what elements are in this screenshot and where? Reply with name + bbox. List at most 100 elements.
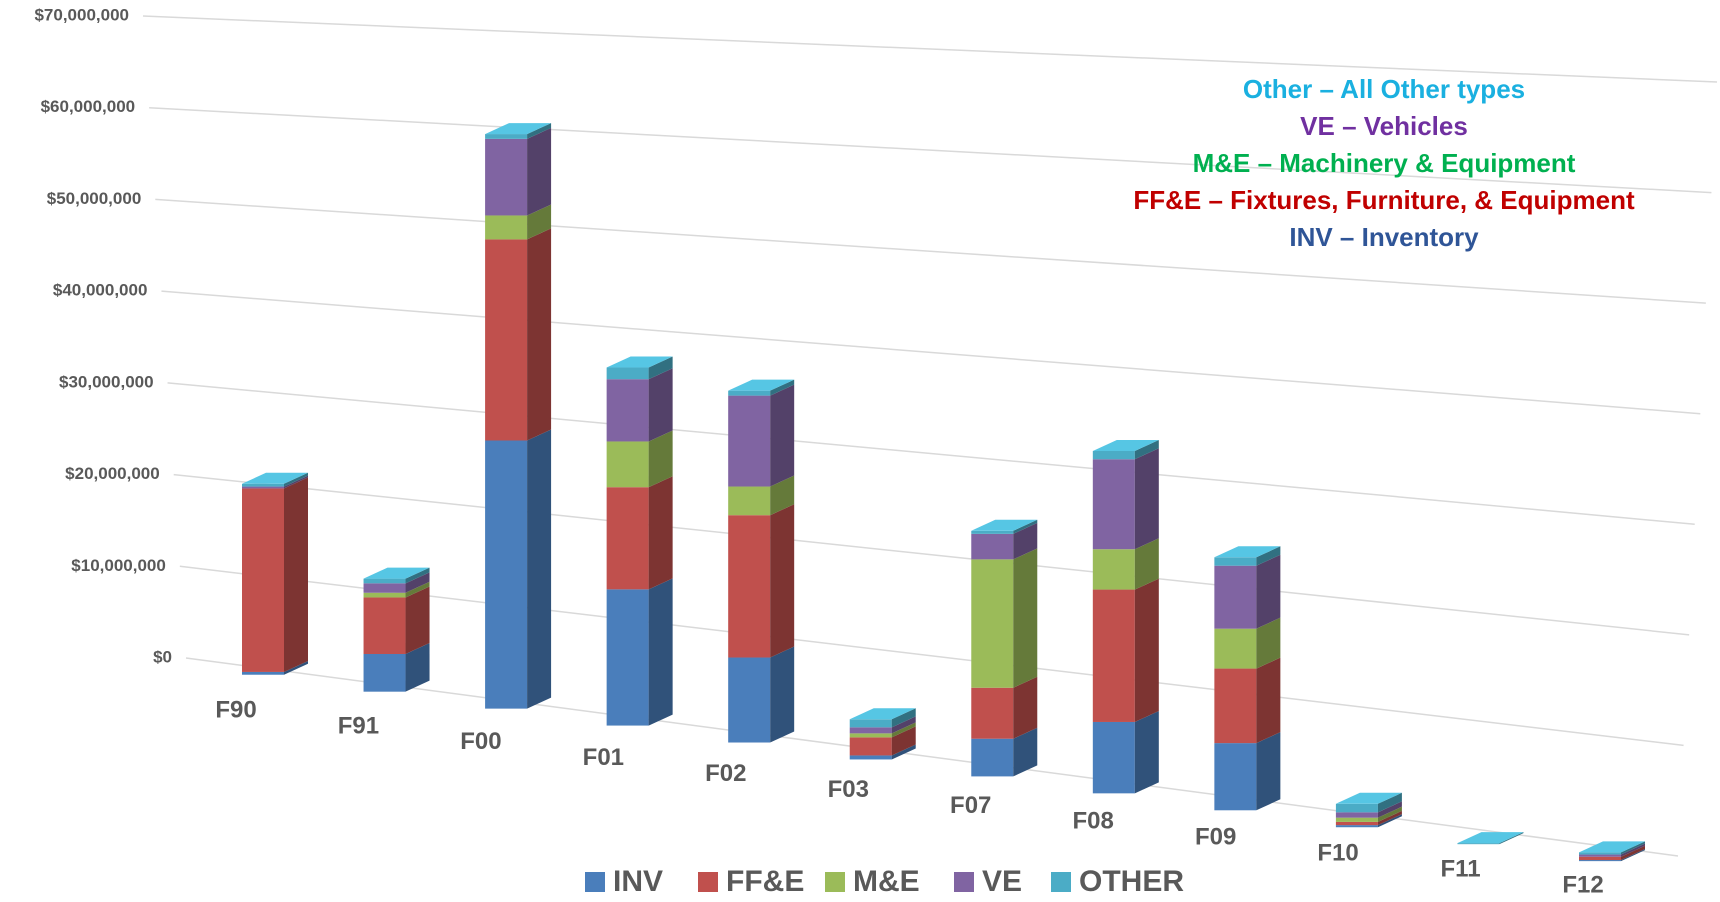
bar-segment bbox=[971, 522, 1038, 560]
bar bbox=[971, 530, 1014, 534]
bar bbox=[606, 379, 649, 442]
grid-line bbox=[185, 657, 1679, 857]
bar-side bbox=[1499, 832, 1524, 845]
annotation: Other – All Other types bbox=[1243, 74, 1525, 104]
bar-segment bbox=[485, 429, 552, 709]
legend-swatch bbox=[698, 872, 718, 892]
bar-top bbox=[1579, 841, 1645, 853]
bar bbox=[485, 134, 528, 139]
bar-top bbox=[485, 123, 552, 135]
annotation: VE – Vehicles bbox=[1300, 111, 1468, 141]
bar-segment bbox=[1579, 843, 1645, 857]
legend-swatch bbox=[954, 872, 974, 892]
bar-segment bbox=[1579, 845, 1645, 861]
bar-segment bbox=[1335, 814, 1402, 828]
y-tick-label: $0 bbox=[153, 647, 172, 666]
bar-side bbox=[1377, 792, 1402, 813]
bar-segment bbox=[849, 726, 916, 756]
bar bbox=[1092, 589, 1135, 722]
bar-segment bbox=[363, 586, 430, 654]
bar-segment bbox=[242, 475, 308, 489]
bar-side bbox=[1256, 657, 1281, 744]
bar-side bbox=[405, 642, 430, 692]
bar-side bbox=[1377, 806, 1402, 822]
bar bbox=[1579, 852, 1621, 855]
bar-segment bbox=[485, 228, 552, 441]
bar bbox=[485, 239, 528, 441]
bar-side bbox=[1621, 845, 1645, 861]
bar bbox=[1335, 812, 1378, 818]
bar-segment bbox=[1092, 710, 1159, 794]
bar bbox=[728, 657, 771, 743]
annotation: M&E – Machinery & Equipment bbox=[1193, 148, 1576, 178]
bar bbox=[1335, 817, 1378, 822]
bar bbox=[971, 559, 1014, 688]
bar-segment bbox=[1092, 439, 1159, 460]
bar bbox=[849, 733, 892, 738]
bar-side bbox=[770, 504, 795, 658]
legend-swatch bbox=[1051, 872, 1071, 892]
bar-side bbox=[1134, 710, 1159, 794]
bar-segment bbox=[606, 578, 673, 726]
y-tick-label: $30,000,000 bbox=[59, 372, 154, 391]
grid-line bbox=[161, 290, 1701, 415]
bar-side bbox=[891, 744, 916, 760]
bar-segment bbox=[363, 642, 430, 692]
bar-side bbox=[770, 384, 795, 487]
bar-segment bbox=[363, 567, 430, 584]
legend-label: INV bbox=[613, 865, 663, 898]
bar-side bbox=[405, 567, 430, 584]
grid-line bbox=[173, 473, 1690, 636]
bar bbox=[242, 486, 284, 489]
bar bbox=[1092, 549, 1135, 590]
bar-segment bbox=[1092, 538, 1159, 590]
grid-line bbox=[167, 382, 1695, 526]
bar bbox=[1579, 860, 1621, 862]
bar-side bbox=[1377, 810, 1402, 826]
bar bbox=[1092, 450, 1135, 460]
bar-side bbox=[1134, 439, 1159, 460]
bar bbox=[1214, 743, 1257, 811]
bar-segment bbox=[1092, 578, 1159, 722]
bar-segment bbox=[728, 475, 795, 516]
bar-side bbox=[1621, 841, 1645, 855]
x-tick-label: F07 bbox=[950, 792, 991, 819]
bar-top bbox=[1214, 546, 1281, 558]
bar bbox=[1092, 721, 1135, 794]
bar-segment bbox=[1214, 546, 1281, 566]
bar-top bbox=[242, 472, 308, 484]
bar-top bbox=[1335, 792, 1402, 804]
bar bbox=[1335, 825, 1378, 828]
bar-side bbox=[648, 368, 673, 442]
bar-segment bbox=[849, 722, 916, 738]
bar-segment bbox=[1335, 810, 1402, 826]
x-tick-label: F91 bbox=[338, 712, 379, 739]
legend-label: VE bbox=[982, 865, 1022, 898]
bar-top bbox=[363, 567, 430, 579]
bar bbox=[849, 737, 892, 756]
bar-side bbox=[1013, 548, 1038, 688]
bar-segment bbox=[606, 430, 673, 488]
x-tick-label: F10 bbox=[1317, 840, 1358, 867]
bar-side bbox=[284, 475, 308, 489]
x-tick-label: F00 bbox=[460, 728, 501, 755]
grid-line bbox=[155, 198, 1706, 304]
bar-top bbox=[849, 708, 916, 720]
bar-segment bbox=[728, 504, 795, 658]
bar bbox=[728, 486, 771, 516]
bar bbox=[485, 440, 528, 709]
y-tick-label: $50,000,000 bbox=[47, 189, 142, 208]
bar-side bbox=[284, 477, 308, 672]
bar bbox=[242, 488, 284, 672]
bar-segment bbox=[971, 727, 1038, 777]
y-tick-label: $60,000,000 bbox=[41, 97, 136, 116]
bar-segment bbox=[606, 356, 673, 380]
bar-side bbox=[770, 379, 795, 396]
legend-label: FF&E bbox=[726, 865, 804, 898]
bar-segment bbox=[849, 716, 916, 734]
bar-top bbox=[606, 356, 673, 368]
bar-side bbox=[527, 123, 552, 139]
bar-side bbox=[1013, 522, 1038, 560]
bar-segment bbox=[1579, 849, 1645, 862]
x-tick-label: F02 bbox=[705, 760, 746, 787]
